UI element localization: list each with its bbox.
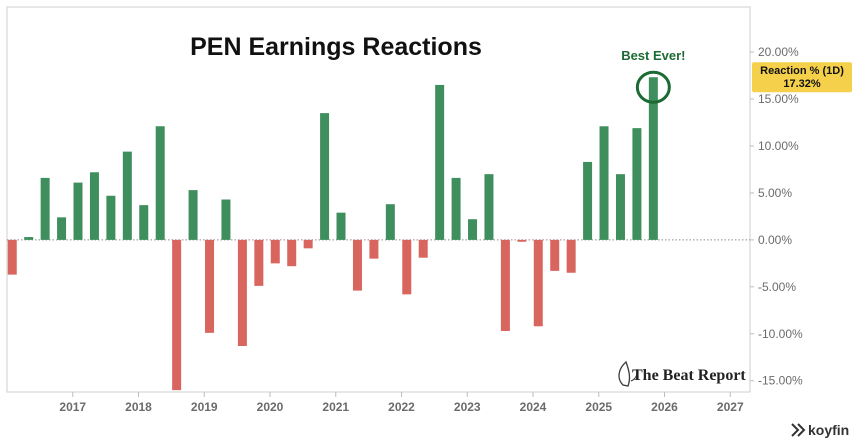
bar-1 <box>7 239 17 275</box>
y-axis: 20.00% 15.00% 10.00% 5.00% 0.00% -5.00% -10.00… <box>750 45 803 388</box>
bars-group <box>7 77 658 391</box>
bar-10 <box>155 126 165 240</box>
y-tick-label-2: 15.00% <box>758 92 799 106</box>
bar-12 <box>188 190 198 240</box>
bar-21 <box>336 212 346 240</box>
x-tick-label-8: 2024 <box>520 400 547 414</box>
bar-35 <box>566 239 576 273</box>
bar-23 <box>369 239 379 259</box>
beat-report-logo-accent <box>630 368 638 382</box>
x-tick-label-9: 2025 <box>585 400 612 414</box>
bar-30 <box>484 174 494 240</box>
plot-frame <box>6 6 751 393</box>
bar-20 <box>320 113 330 240</box>
x-tick-label-3: 2019 <box>191 400 218 414</box>
bar-34 <box>550 239 560 271</box>
x-tick-label-11: 2027 <box>717 400 744 414</box>
x-tick-label-2: 2018 <box>125 400 152 414</box>
bar-11 <box>172 239 182 391</box>
bar-32 <box>517 239 527 242</box>
x-axis: 2017 2018 2019 2020 2021 2022 2023 2024 2025 2026… <box>59 392 744 414</box>
y-tick-label-3: 10.00% <box>758 139 799 153</box>
x-tick-label-10: 2026 <box>651 400 678 414</box>
last-value-badge: Reaction % (1D) 17.32% <box>752 62 852 93</box>
bar-6 <box>89 172 99 240</box>
bar-5 <box>73 182 83 240</box>
y-tick-label-8: -15.00% <box>758 374 803 388</box>
bar-37 <box>599 126 609 240</box>
best-ever-annotation: Best Ever! <box>621 48 685 63</box>
bar-17 <box>270 239 280 264</box>
y-tick-label-1: 20.00% <box>758 45 799 59</box>
bar-2 <box>24 237 34 240</box>
bar-39 <box>632 128 642 240</box>
badge-label: Reaction % (1D) <box>760 65 844 77</box>
x-tick-label-7: 2023 <box>454 400 481 414</box>
bar-38 <box>615 174 625 240</box>
bar-22 <box>352 239 362 291</box>
bar-24 <box>385 204 395 240</box>
bar-7 <box>106 195 116 240</box>
bar-3 <box>40 177 50 240</box>
bar-26 <box>418 239 428 258</box>
bar-4 <box>57 217 67 240</box>
x-tick-label-1: 2017 <box>59 400 86 414</box>
badge-value: 17.32% <box>783 78 821 90</box>
y-tick-label-5: 0.00% <box>758 233 792 247</box>
bar-40 <box>648 77 658 240</box>
bar-14 <box>221 199 231 240</box>
bar-31 <box>500 239 510 331</box>
chart-title: PEN Earnings Reactions <box>190 33 482 61</box>
bar-28 <box>451 177 461 240</box>
x-tick-label-5: 2021 <box>322 400 349 414</box>
the-beat-report-watermark: The Beat Report <box>618 360 746 387</box>
beat-report-logo-icon <box>618 360 631 387</box>
bar-13 <box>205 239 215 333</box>
y-tick-label-7: -10.00% <box>758 327 803 341</box>
y-tick-label-4: 5.00% <box>758 186 792 200</box>
bar-33 <box>533 239 543 327</box>
bar-29 <box>468 219 478 240</box>
bar-27 <box>435 84 445 240</box>
koyfin-brand: koyfin <box>791 422 849 438</box>
bar-15 <box>237 239 247 346</box>
bar-18 <box>287 239 297 267</box>
best-ever-circle <box>635 70 671 104</box>
bar-8 <box>122 151 132 240</box>
bar-16 <box>254 239 264 286</box>
bar-36 <box>583 161 593 240</box>
x-tick-label-6: 2022 <box>388 400 415 414</box>
x-tick-label-4: 2020 <box>257 400 284 414</box>
bar-9 <box>139 205 149 240</box>
koyfin-wordmark: koyfin <box>808 422 849 438</box>
badge-background <box>752 62 852 93</box>
bar-19 <box>303 239 313 249</box>
koyfin-logo-icon <box>791 423 806 437</box>
bar-25 <box>402 239 412 295</box>
watermark-text: The Beat Report <box>632 367 746 384</box>
y-tick-label-6: -5.00% <box>758 280 796 294</box>
